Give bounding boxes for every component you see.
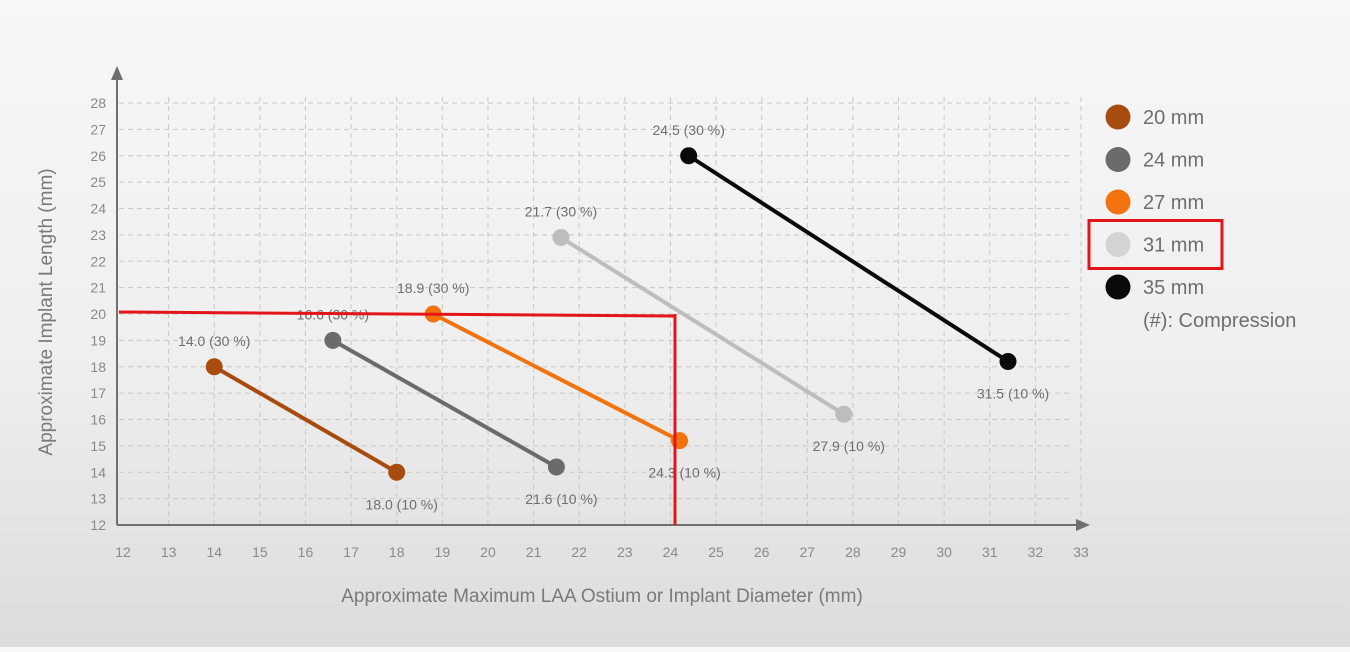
data-point xyxy=(680,147,698,165)
data-label: 27.9 (10 %) xyxy=(813,438,885,454)
legend-marker xyxy=(1105,274,1131,300)
series-layer: 14.0 (30 %) 18.0 (10 %)16.6 (30 %)21.6 (1… xyxy=(178,122,1049,513)
reference-lines xyxy=(118,310,677,525)
legend-highlight-box xyxy=(1087,219,1224,270)
x-tick-label: 12 xyxy=(115,544,131,560)
x-tick-label: 31 xyxy=(982,544,998,560)
legend-marker xyxy=(1105,189,1131,215)
y-tick-label: 13 xyxy=(90,491,106,507)
y-tick-label: 19 xyxy=(90,332,106,348)
data-point xyxy=(324,331,342,349)
data-point xyxy=(552,229,570,247)
series-27-mm: 18.9 (30 %) 24.3 (10 %) xyxy=(397,280,721,481)
series-line xyxy=(331,338,558,469)
y-tick-label: 22 xyxy=(90,253,106,269)
x-tick-label: 14 xyxy=(206,544,222,560)
x-tick-label: 26 xyxy=(754,544,770,560)
grid xyxy=(119,97,1082,525)
y-tick-label: 25 xyxy=(90,174,106,190)
series-line xyxy=(213,365,398,474)
x-tick-label: 33 xyxy=(1073,544,1089,560)
x-tick-label: 28 xyxy=(845,544,861,560)
x-tick-label: 22 xyxy=(571,544,587,560)
x-axis-title: Approximate Maximum LAA Ostium or Implan… xyxy=(341,586,863,607)
x-tick-label: 23 xyxy=(617,544,633,560)
data-point xyxy=(388,463,406,481)
x-tick-label: 24 xyxy=(663,544,679,560)
data-point xyxy=(205,358,223,376)
y-tick-label: 14 xyxy=(90,464,106,480)
reference-line-horizontal xyxy=(118,310,676,318)
y-tick-label: 27 xyxy=(90,121,106,137)
series-24-mm: 16.6 (30 %)21.6 (10 %) xyxy=(297,306,598,507)
y-axis-title: Approximate Implant Length (mm) xyxy=(36,168,57,455)
y-tick-label: 15 xyxy=(90,438,106,454)
x-tick-label: 16 xyxy=(298,544,314,560)
legend-note: (#): Compression xyxy=(1143,310,1296,332)
y-tick-label: 20 xyxy=(90,306,106,322)
legend-label: 24 mm xyxy=(1143,150,1204,172)
legend-label: 27 mm xyxy=(1143,192,1204,214)
series-line xyxy=(687,154,1010,364)
x-tick-label: 15 xyxy=(252,544,268,560)
series-20-mm: 14.0 (30 %) 18.0 (10 %) xyxy=(178,333,438,513)
x-axis-arrow xyxy=(1076,519,1090,531)
x-tick-label: 21 xyxy=(526,544,542,560)
data-label: 18.9 (30 %) xyxy=(397,280,469,296)
y-tick-label: 26 xyxy=(90,148,106,164)
data-point xyxy=(999,352,1017,370)
legend-marker xyxy=(1105,147,1131,172)
legend-label: 20 mm xyxy=(1143,107,1204,129)
y-tick-label: 16 xyxy=(90,412,106,428)
y-tick-label: 23 xyxy=(90,227,106,243)
x-tick-label: 13 xyxy=(161,544,177,560)
data-label: 21.6 (10 %) xyxy=(525,491,597,507)
data-label: 18.0 (10 %) xyxy=(366,496,438,512)
x-tick-label: 27 xyxy=(799,544,815,560)
series-line xyxy=(432,312,681,443)
axes xyxy=(111,66,1090,531)
x-tick-label: 29 xyxy=(891,544,907,560)
legend-marker xyxy=(1105,232,1131,257)
y-tick-label: 24 xyxy=(90,201,106,217)
data-label: 21.7 (30 %) xyxy=(525,204,597,220)
data-label: 31.5 (10 %) xyxy=(977,385,1049,401)
legend-label: 35 mm xyxy=(1143,277,1204,299)
y-tick-label: 12 xyxy=(90,517,106,533)
series-31-mm: 21.7 (30 %) 27.9 (10 %) xyxy=(525,204,885,455)
data-label: 24.5 (30 %) xyxy=(652,122,724,138)
data-point xyxy=(547,458,565,476)
y-tick-label: 18 xyxy=(90,359,106,375)
y-tick-label: 17 xyxy=(90,385,106,401)
x-tick-label: 32 xyxy=(1028,544,1044,560)
x-tick-label: 25 xyxy=(708,544,724,560)
x-tick-label: 20 xyxy=(480,544,496,560)
series-line xyxy=(559,235,845,416)
legend: 20 mm 24 mm 27 mm 31 mm 35 mm xyxy=(1087,104,1224,300)
data-label: 14.0 (30 %) xyxy=(178,333,250,349)
y-tick-label: 21 xyxy=(90,280,106,296)
y-axis-arrow xyxy=(111,66,123,80)
legend-label: 31 mm xyxy=(1143,235,1204,257)
x-tick-label: 18 xyxy=(389,544,405,560)
legend-marker xyxy=(1105,104,1131,130)
data-point xyxy=(835,405,853,423)
data-label: 24.3 (10 %) xyxy=(648,465,720,481)
x-tick-label: 17 xyxy=(343,544,359,560)
x-tick-label: 30 xyxy=(936,544,952,560)
tick-labels: 12 13 14 15 16 17 18 19 20 21 22 23 24 25 26 27 28 29 30 31… xyxy=(90,95,1089,560)
series-35-mm: 24.5 (30 %) 31.5 (10 %) xyxy=(652,122,1049,402)
x-tick-label: 19 xyxy=(435,544,451,560)
y-tick-label: 28 xyxy=(90,95,106,111)
